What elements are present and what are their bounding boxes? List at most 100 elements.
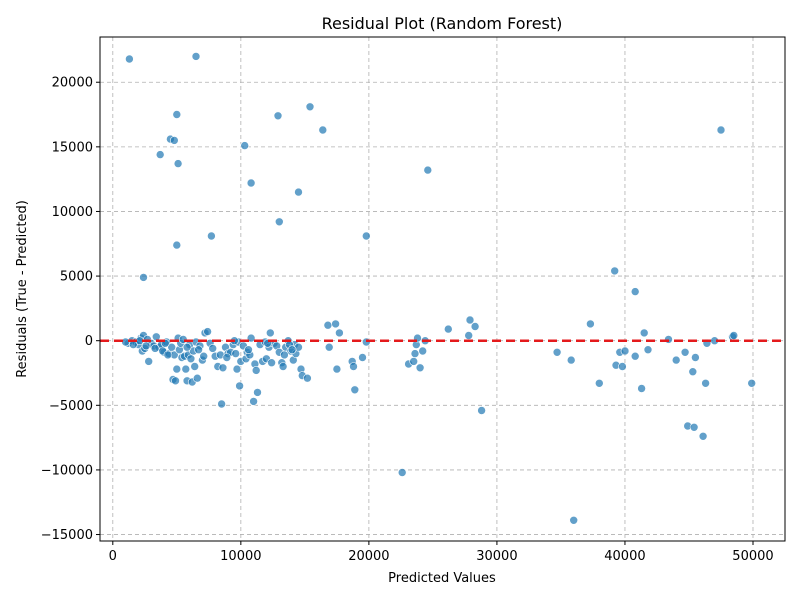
y-axis-label: Residuals (True - Predicted) xyxy=(15,200,30,378)
data-point xyxy=(361,231,371,241)
data-point xyxy=(477,406,486,415)
data-point xyxy=(747,378,757,388)
data-point xyxy=(586,319,595,329)
data-point xyxy=(423,165,433,175)
data-point xyxy=(274,217,284,227)
x-tick-label: 40000 xyxy=(604,549,645,564)
data-point xyxy=(465,315,475,325)
data-point xyxy=(217,399,226,409)
data-point xyxy=(470,322,480,331)
data-point xyxy=(287,345,297,355)
x-tick-label: 30000 xyxy=(476,549,517,564)
data-point xyxy=(716,125,726,135)
y-tick-label: 15000 xyxy=(52,140,93,155)
data-point xyxy=(170,136,179,145)
data-point xyxy=(246,333,256,343)
y-tick-label: 10000 xyxy=(52,205,93,220)
data-point xyxy=(139,273,148,282)
data-point xyxy=(235,381,244,391)
data-point xyxy=(191,52,201,61)
data-point xyxy=(566,355,576,365)
data-point xyxy=(332,364,342,374)
data-point xyxy=(280,350,289,360)
data-point xyxy=(630,287,640,296)
data-point xyxy=(240,141,249,150)
data-point xyxy=(178,335,188,344)
data-point xyxy=(273,111,283,121)
data-point xyxy=(231,349,240,358)
data-point xyxy=(267,358,276,368)
data-point xyxy=(141,341,151,351)
data-point xyxy=(190,362,199,371)
data-point xyxy=(246,178,256,188)
data-point xyxy=(331,319,340,329)
data-point xyxy=(361,337,371,347)
data-point xyxy=(125,54,134,64)
data-point xyxy=(689,422,699,432)
data-point xyxy=(253,388,262,397)
grid-lines xyxy=(100,37,785,541)
data-point xyxy=(194,345,203,355)
data-point xyxy=(218,363,228,373)
data-point xyxy=(729,331,739,340)
data-point xyxy=(163,350,173,360)
x-tick-label: 0 xyxy=(109,549,117,564)
y-tick-label: −15000 xyxy=(41,528,93,543)
data-point xyxy=(172,240,182,250)
x-axis-ticks: 0 10000 20000 30000 40000 50000 xyxy=(109,541,774,564)
data-point xyxy=(349,362,358,371)
data-point xyxy=(193,373,202,383)
data-point xyxy=(172,364,182,374)
data-point xyxy=(182,342,192,352)
data-point xyxy=(671,355,681,365)
data-point xyxy=(172,110,182,119)
data-point xyxy=(167,342,176,352)
data-point xyxy=(701,378,710,388)
data-point xyxy=(350,385,360,395)
data-point xyxy=(244,345,253,355)
data-point xyxy=(150,344,160,353)
plot-frame xyxy=(99,36,786,542)
data-point xyxy=(318,125,328,135)
data-point xyxy=(208,344,217,353)
data-point xyxy=(278,362,288,371)
data-point xyxy=(305,102,315,112)
data-point xyxy=(249,397,258,406)
x-tick-label: 50000 xyxy=(732,549,773,564)
data-point xyxy=(324,342,334,352)
data-point xyxy=(181,364,191,374)
data-point xyxy=(410,349,420,358)
data-point xyxy=(594,378,604,388)
data-point xyxy=(618,362,627,371)
data-point xyxy=(323,320,333,330)
data-point xyxy=(643,345,653,355)
data-point xyxy=(171,376,180,386)
data-point xyxy=(121,337,130,347)
y-tick-label: −10000 xyxy=(41,463,93,478)
data-point xyxy=(303,373,312,383)
data-point xyxy=(397,468,407,477)
data-point xyxy=(464,331,474,340)
data-point xyxy=(569,515,579,525)
data-point xyxy=(335,328,344,338)
data-point xyxy=(173,159,183,168)
data-point xyxy=(691,353,700,362)
data-point xyxy=(630,351,640,361)
data-point xyxy=(415,363,425,373)
data-point xyxy=(199,351,208,361)
data-point xyxy=(620,346,630,356)
data-point xyxy=(409,357,419,366)
chart-title: Residual Plot (Random Forest) xyxy=(322,14,563,33)
y-tick-label: 0 xyxy=(85,334,93,349)
data-point xyxy=(664,335,673,344)
data-point xyxy=(680,347,690,357)
y-tick-label: 20000 xyxy=(52,76,93,91)
data-point xyxy=(155,150,165,159)
data-point xyxy=(265,328,275,338)
data-point xyxy=(688,367,698,377)
data-point xyxy=(698,431,708,441)
y-axis-ticks: −15000 −10000 −5000 0 5000 10000 15000 20000 xyxy=(41,76,100,543)
data-point xyxy=(358,353,367,362)
data-point xyxy=(203,327,212,336)
